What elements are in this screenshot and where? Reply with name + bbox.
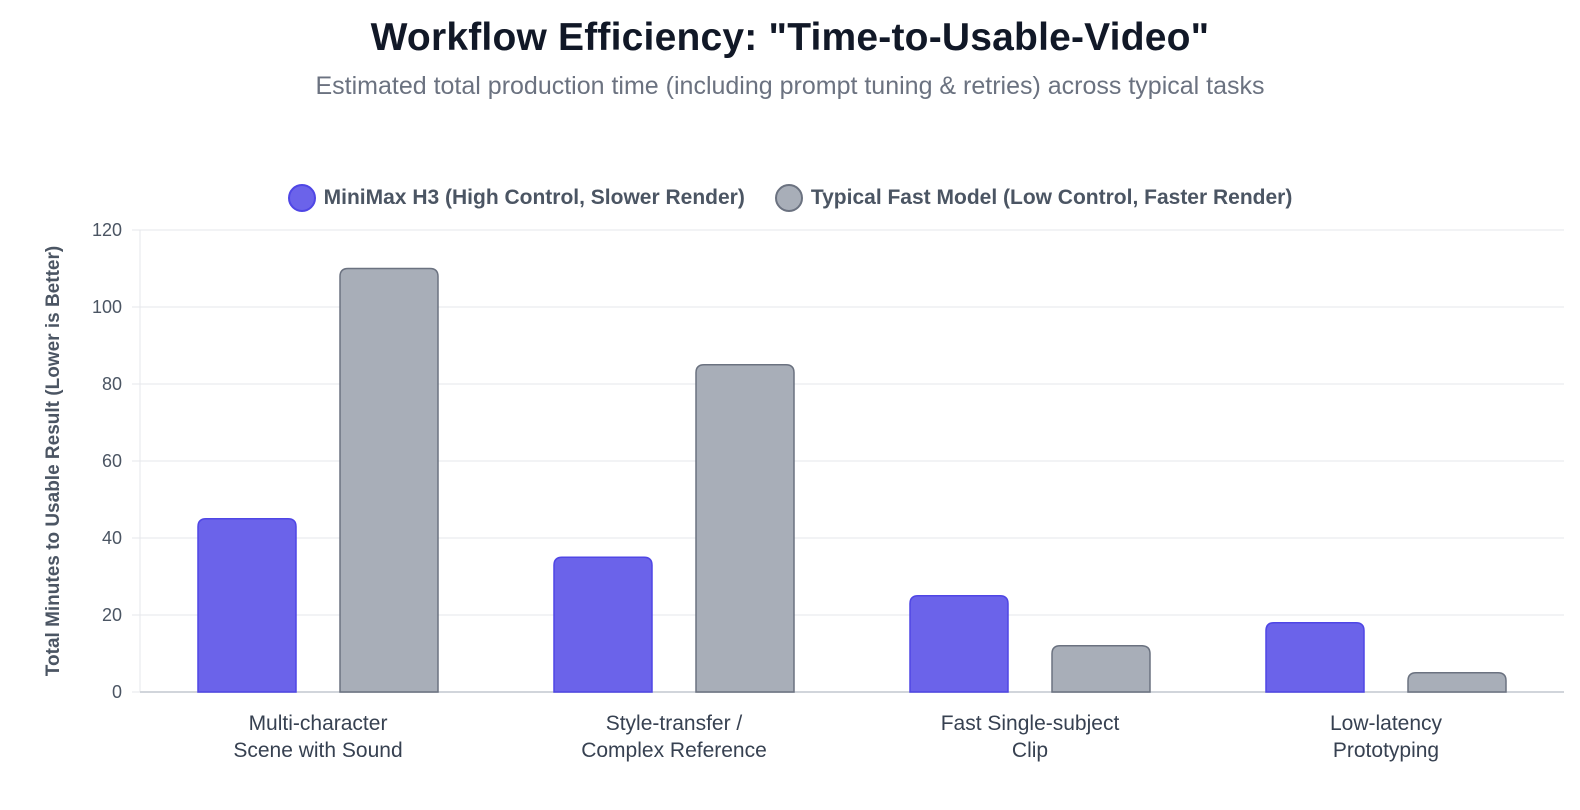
x-tick-label-c1-line0: Style-transfer / <box>606 712 743 735</box>
chart-subtitle: Estimated total production time (includi… <box>315 72 1265 100</box>
legend-swatch-fast-model <box>774 184 803 212</box>
x-tick-label-c3-line0: Low-latency <box>1330 712 1443 735</box>
x-tick-label-c2-line1: Clip <box>1012 739 1048 762</box>
y-tick-label-0: 0 <box>112 682 122 702</box>
bar-s1-c2 <box>1051 645 1151 693</box>
bar-s1-c3 <box>1407 672 1507 693</box>
bar-s0-c3 <box>1265 621 1365 693</box>
y-axis-title: Total Minutes to Usable Result (Lower is… <box>43 246 64 676</box>
bar-s0-c1 <box>553 556 653 693</box>
bar-s1-c0 <box>339 267 439 693</box>
legend-label-fast-model: Typical Fast Model (Low Control, Faster … <box>810 186 1293 209</box>
y-tick-label-60: 60 <box>102 451 122 471</box>
legend-label-minimax: MiniMax H3 (High Control, Slower Render) <box>323 186 745 209</box>
chart-title: Workflow Efficiency: "Time-to-Usable-Vid… <box>370 16 1210 59</box>
x-tick-label-c3-line1: Prototyping <box>1333 739 1439 762</box>
legend-item-minimax[interactable]: MiniMax H3 (High Control, Slower Render) <box>287 184 745 212</box>
legend-swatch-minimax <box>287 184 316 212</box>
y-tick-label-120: 120 <box>92 220 122 240</box>
y-tick-label-100: 100 <box>92 297 122 317</box>
y-tick-label-20: 20 <box>102 605 122 625</box>
chart-legend: MiniMax H3 (High Control, Slower Render)… <box>0 184 1580 212</box>
y-tick-label-80: 80 <box>102 374 122 394</box>
bar-s0-c2 <box>909 595 1009 693</box>
x-tick-label-c0-line0: Multi-character <box>249 712 388 735</box>
bar-s1-c1 <box>695 364 795 693</box>
x-tick-label-c2-line0: Fast Single-subject <box>941 712 1120 735</box>
y-tick-label-40: 40 <box>102 528 122 548</box>
legend-item-fast-model[interactable]: Typical Fast Model (Low Control, Faster … <box>774 184 1293 212</box>
x-tick-label-c0-line1: Scene with Sound <box>233 739 402 762</box>
x-tick-label-c1-line1: Complex Reference <box>581 739 767 762</box>
bar-s0-c0 <box>197 518 297 693</box>
